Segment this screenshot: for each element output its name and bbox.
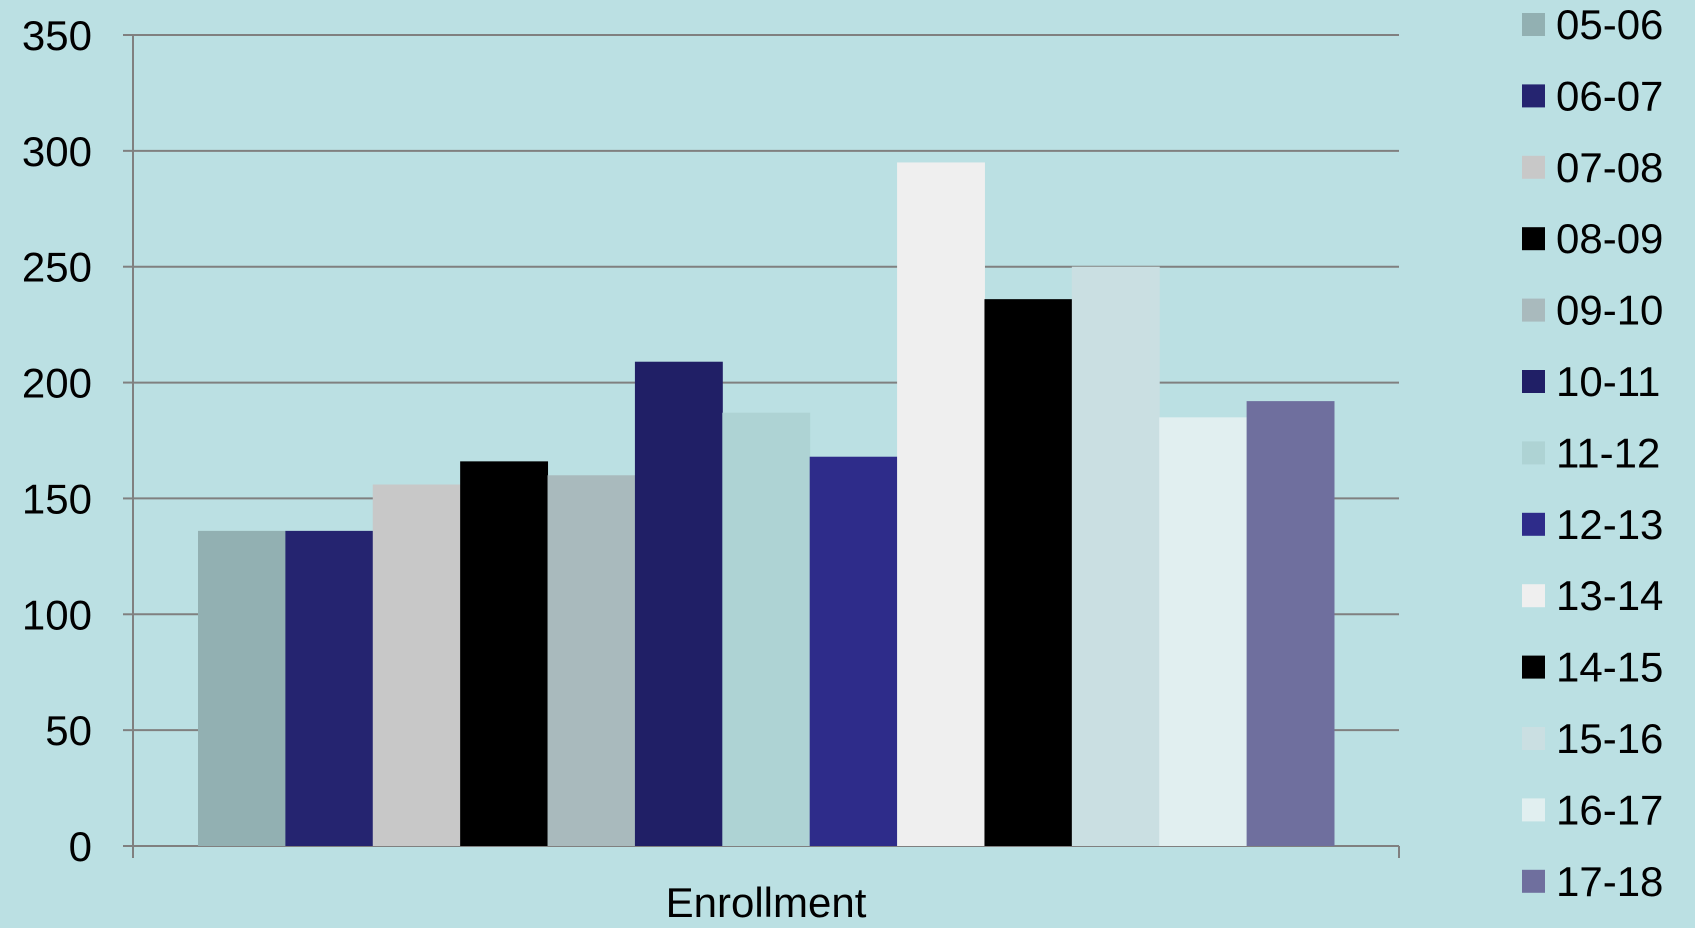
legend-swatch-05-06 xyxy=(1522,13,1545,36)
bar-06-07 xyxy=(285,530,374,846)
y-tick-label: 50 xyxy=(45,707,92,754)
legend-label: 12-13 xyxy=(1556,501,1663,548)
legend-label: 15-16 xyxy=(1556,715,1663,762)
legend-label: 06-07 xyxy=(1556,72,1663,119)
legend-swatch-16-17 xyxy=(1522,798,1545,822)
y-tick-label: 150 xyxy=(22,475,92,522)
y-tick-label: 300 xyxy=(22,128,92,175)
legend-label: 09-10 xyxy=(1556,287,1663,334)
legend-swatch-13-14 xyxy=(1522,584,1545,608)
bar-05-06 xyxy=(198,530,286,846)
y-tick-label: 350 xyxy=(22,12,92,59)
legend-swatch-07-08 xyxy=(1522,155,1545,179)
y-tick-label: 100 xyxy=(22,591,92,638)
y-tick-label: 200 xyxy=(22,360,92,407)
legend-label: 16-17 xyxy=(1556,786,1663,833)
legend-swatch-06-07 xyxy=(1522,84,1545,108)
legend-label: 10-11 xyxy=(1556,358,1660,405)
legend: 05-06 06-07 07-08 08-09 09-10 10-11 11-12 12-13… xyxy=(1522,1,1663,905)
bar-10-11 xyxy=(634,361,723,846)
bar-12-13 xyxy=(809,456,898,846)
legend-swatch-11-12 xyxy=(1522,441,1545,465)
y-tick-label: 0 xyxy=(69,823,92,870)
legend-label: 08-09 xyxy=(1556,215,1663,262)
legend-label: 05-06 xyxy=(1556,1,1663,48)
bar-15-16 xyxy=(1071,266,1160,846)
bar-13-14 xyxy=(897,162,985,846)
legend-label: 17-18 xyxy=(1556,858,1663,905)
bar-17-18 xyxy=(1246,401,1335,846)
legend-swatch-10-11 xyxy=(1522,370,1545,393)
legend-swatch-15-16 xyxy=(1522,727,1545,750)
legend-swatch-08-09 xyxy=(1522,227,1545,251)
x-category-labels: Enrollment xyxy=(666,879,867,926)
bar-16-17 xyxy=(1159,417,1248,846)
legend-label: 11-12 xyxy=(1556,429,1660,476)
legend-swatch-17-18 xyxy=(1522,869,1545,893)
bar-11-12 xyxy=(722,412,811,846)
bars xyxy=(198,162,1335,846)
legend-swatch-12-13 xyxy=(1522,512,1545,536)
x-category-label: Enrollment xyxy=(666,879,867,923)
legend-swatch-09-10 xyxy=(1522,298,1545,322)
legend-label: 07-08 xyxy=(1556,144,1663,191)
legend-label: 14-15 xyxy=(1556,644,1663,691)
bar-14-15 xyxy=(984,299,1073,846)
bar-08-09 xyxy=(460,461,549,846)
y-tick-label: 250 xyxy=(22,244,92,291)
bar-07-08 xyxy=(372,484,461,846)
legend-swatch-14-15 xyxy=(1522,655,1545,679)
bar-09-10 xyxy=(547,475,636,846)
legend-label: 13-14 xyxy=(1556,572,1663,619)
y-tick-labels: 0 50 100 150 200 250 300 350 xyxy=(22,12,92,870)
